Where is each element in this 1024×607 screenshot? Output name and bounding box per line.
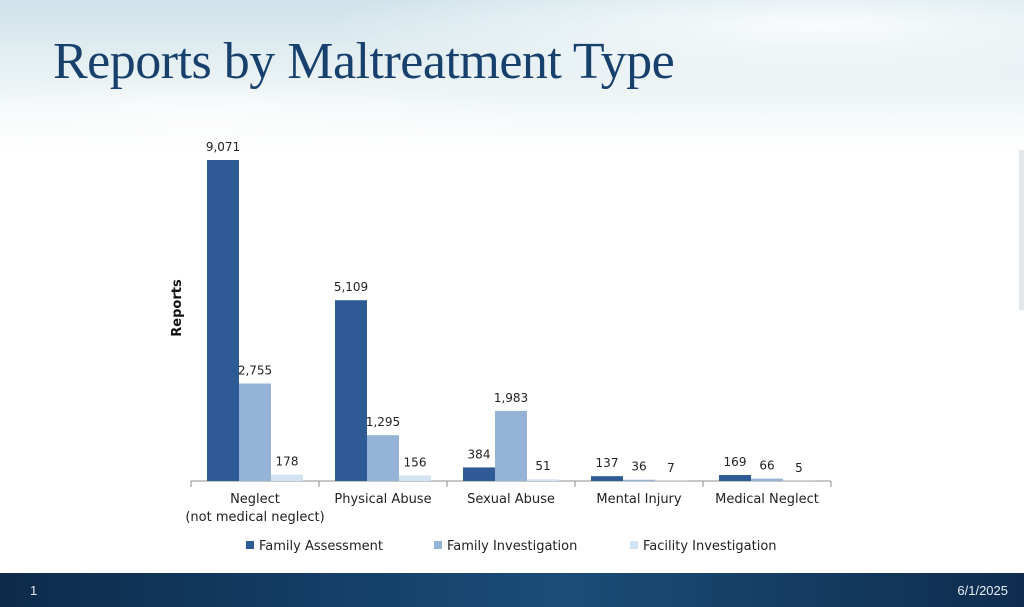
bar [719,475,751,481]
data-label: 384 [468,447,491,461]
x-tick-label: (not medical neglect) [185,510,324,525]
bar [367,435,399,481]
bar [399,475,431,481]
data-label: 5,109 [334,280,368,294]
legend-swatch [630,541,638,549]
slide-date: 6/1/2025 [957,583,1008,598]
data-label: 51 [535,459,550,473]
bar [271,474,303,481]
data-label: 1,983 [494,391,528,405]
data-label: 36 [631,460,646,474]
slide-footer: 1 6/1/2025 [0,573,1024,607]
legend-swatch [246,541,254,549]
bar [495,410,527,481]
bar [335,300,367,481]
y-axis-label: Reports [170,279,185,337]
data-label: 156 [404,455,427,469]
x-tick-label: Neglect [230,492,280,507]
data-label: 178 [276,455,299,469]
data-label: 7 [667,461,675,475]
bar [527,479,559,481]
data-label: 137 [596,456,619,470]
legend-swatch [434,541,442,549]
data-label: 5 [795,461,803,475]
data-label: 1,295 [366,415,400,429]
x-tick-label: Physical Abuse [334,492,431,507]
data-label: 9,071 [206,140,240,154]
data-label: 66 [759,459,774,473]
slide-title: Reports by Maltreatment Type [53,33,675,90]
slide-number: 1 [30,583,38,598]
bar [239,383,271,481]
edge-tab [1019,150,1024,310]
x-tick-label: Medical Neglect [715,492,819,507]
header-highlight [0,0,1024,150]
bar [751,478,783,481]
legend-label: Family Investigation [447,539,577,554]
bar [623,479,655,481]
data-label: 169 [724,455,747,469]
x-tick-label: Sexual Abuse [467,492,555,507]
data-label: 2,755 [238,364,272,378]
bar [591,476,623,481]
x-tick-label: Mental Injury [596,492,682,507]
legend-label: Family Assessment [259,539,383,554]
bar [207,160,239,481]
legend-label: Facility Investigation [643,539,777,554]
bar [463,467,495,481]
